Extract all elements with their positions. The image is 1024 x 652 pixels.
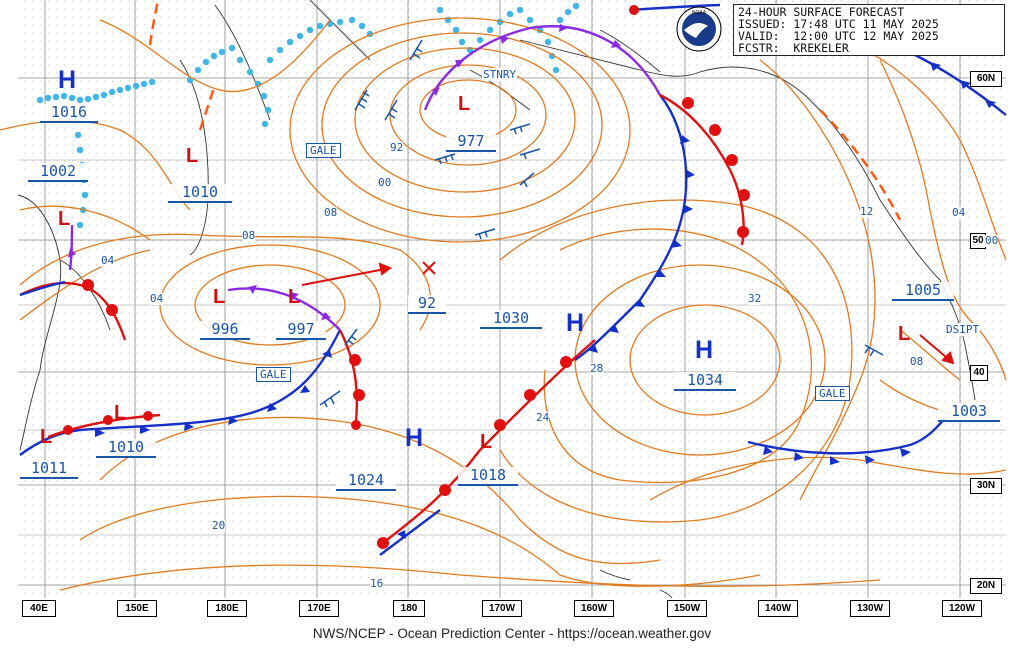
svg-text:NOAA: NOAA: [692, 10, 707, 16]
pressure-value: 1034: [674, 372, 736, 391]
pressure-value: 1005: [892, 282, 954, 301]
isobar-label: 12: [860, 205, 874, 218]
low-center: L: [288, 286, 301, 308]
header-line-3: VALID: 12:00 UTC 12 MAY 2025: [738, 29, 939, 43]
pressure-value: 1010: [96, 439, 156, 458]
lat-label: 30N: [970, 478, 1002, 494]
lon-label: 150E: [117, 600, 157, 617]
isobar-label: 00: [985, 234, 999, 247]
isobar-label: 04: [101, 254, 115, 267]
isobar-label: 28: [590, 362, 604, 375]
gale-warning: GALE: [815, 386, 850, 401]
lon-label: 170E: [299, 600, 339, 617]
isobar-label: 08: [910, 355, 924, 368]
pressure-value: 1018: [458, 467, 518, 486]
credit-line: NWS/NCEP - Ocean Prediction Center - htt…: [312, 626, 712, 641]
isobar-label: 16: [370, 577, 384, 590]
high-center: H: [405, 424, 424, 452]
wind-barbs: [319, 39, 884, 408]
cold-front-main-barbs: [587, 135, 695, 353]
low-center: L: [58, 208, 71, 230]
lat-label: 40: [970, 365, 988, 381]
isobar-label: 04: [952, 206, 966, 219]
low-center: L: [213, 286, 226, 308]
isobar-label: 32: [748, 292, 762, 305]
high-center: H: [58, 66, 77, 94]
cold-front-ne: [914, 53, 1007, 116]
pressure-value: 996: [200, 321, 250, 340]
lon-label: 150W: [667, 600, 707, 617]
lon-label: 180E: [207, 600, 247, 617]
lat-label: 20N: [970, 578, 1002, 594]
isobar-label: 20: [212, 519, 226, 532]
cold-front-west-barbs: [95, 350, 332, 437]
lon-label: 140W: [758, 600, 798, 617]
isobar-label: 92: [390, 141, 404, 154]
header-line-4: FCSTR: KREKELER: [738, 41, 849, 55]
isobar-label: 24: [536, 411, 550, 424]
pressure-value: 1030: [480, 310, 542, 329]
pressure-value: 92: [408, 295, 446, 314]
lon-label: 170W: [482, 600, 522, 617]
pressure-value: 1010: [168, 184, 232, 203]
pressure-value: 997: [276, 321, 326, 340]
isobar-label: 08: [242, 229, 256, 242]
pressure-value: 977: [446, 133, 496, 152]
occluded-front-north-symbols: [432, 24, 621, 96]
warm-front-east: [659, 93, 745, 246]
isobar-label: 04: [150, 292, 164, 305]
high-center: H: [695, 336, 714, 364]
pressure-value: 1002: [28, 163, 88, 182]
map-background: [18, 0, 1006, 598]
noaa-logo: NOAA: [676, 6, 722, 52]
low-center: L: [186, 145, 199, 167]
pressure-value: 1003: [938, 403, 1000, 422]
pressure-value: 1024: [336, 472, 396, 491]
isobar-label: 00: [378, 176, 392, 189]
isobar-label: 08: [324, 206, 338, 219]
lat-label: 60N: [970, 71, 1002, 87]
pressure-value: 1011: [20, 460, 78, 479]
cold-front-se: [747, 417, 946, 455]
movement-arrows: [301, 262, 955, 365]
lat-label: 50: [970, 233, 986, 249]
low-center: L: [480, 431, 493, 453]
warm-front-nw: [19, 281, 127, 341]
forecast-header: 24-HOUR SURFACE FORECAST ISSUED: 17:48 U…: [733, 4, 1005, 56]
header-line-1: 24-HOUR SURFACE FORECAST: [738, 5, 905, 19]
pressure-value: 1016: [40, 104, 98, 123]
trough-1: [198, 87, 216, 131]
lon-label: 160W: [574, 600, 614, 617]
occluded-front-north: [423, 25, 662, 111]
warm-front-east-bumps: [682, 97, 750, 238]
low-center: L: [40, 426, 53, 448]
low-center: L: [114, 402, 127, 424]
lon-label: 120W: [942, 600, 982, 617]
low-center: L: [898, 323, 911, 345]
dissipated-low-x: [422, 261, 436, 275]
lon-label: 40E: [22, 600, 56, 617]
high-center: H: [566, 309, 585, 337]
gale-warning: GALE: [256, 367, 291, 382]
warm-front-997: [338, 329, 359, 431]
stationary-tag: STNRY: [482, 68, 518, 81]
low-center: L: [458, 93, 471, 115]
sea-ice-edge: [36, 2, 580, 229]
lon-label: 180: [393, 600, 425, 617]
dissipating-tag: DSIPT: [945, 323, 981, 336]
warm-front-south: [379, 339, 596, 546]
header-line-2: ISSUED: 17:48 UTC 11 MAY 2025: [738, 17, 939, 31]
lon-label: 130W: [850, 600, 890, 617]
gale-warning: GALE: [306, 143, 341, 158]
